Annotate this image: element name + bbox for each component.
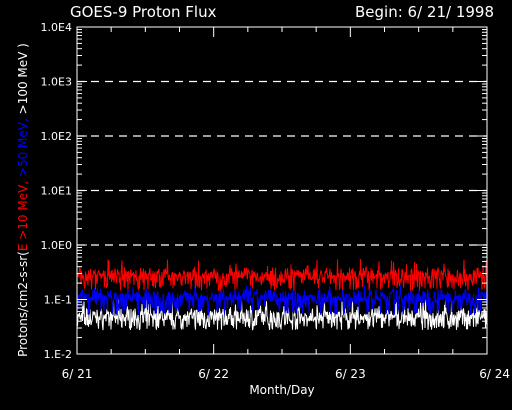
y-tick-label: 1.0E3 [41, 76, 72, 89]
x-axis-label: Month/Day [249, 383, 314, 397]
y-tick-label: 1.E-1 [44, 294, 72, 307]
chart-subtitle: Begin: 6/ 21/ 1998 [355, 3, 494, 21]
y-axis-label: Protons/cm2-s-sr(E >10 MeV, >50 MeV, >10… [16, 43, 30, 357]
y-axis-label-part: E >10 MeV, [16, 177, 30, 251]
y-axis-label-part: >50 MeV, [16, 114, 30, 177]
series-group [76, 259, 488, 331]
y-axis-label-part: >100 MeV ) [16, 43, 30, 114]
series-line [76, 299, 488, 331]
y-axis-ticks: 1.0E4 1.0E3 1.0E2 1.0E1 1.0E0 1.E-1 1.E-2 [41, 21, 487, 361]
series-line [76, 259, 488, 292]
x-tick-label: 6/ 23 [335, 367, 366, 381]
chart-title: GOES-9 Proton Flux [70, 3, 217, 21]
grid-lines [77, 80, 487, 246]
series-line [76, 285, 488, 316]
y-tick-label: 1.0E2 [41, 130, 72, 143]
y-tick-label: 1.0E4 [41, 21, 72, 34]
x-tick-label: 6/ 24 [479, 367, 510, 381]
x-axis-ticks: 6/ 21 6/ 22 6/ 23 6/ 24 [62, 27, 510, 381]
y-tick-label: 1.E-2 [44, 348, 72, 361]
y-tick-label: 1.0E0 [41, 239, 72, 252]
x-tick-label: 6/ 22 [198, 367, 229, 381]
y-tick-label: 1.0E1 [41, 185, 72, 198]
x-tick-label: 6/ 21 [62, 367, 93, 381]
y-axis-label-part: Protons/cm2-s-sr( [16, 251, 30, 357]
